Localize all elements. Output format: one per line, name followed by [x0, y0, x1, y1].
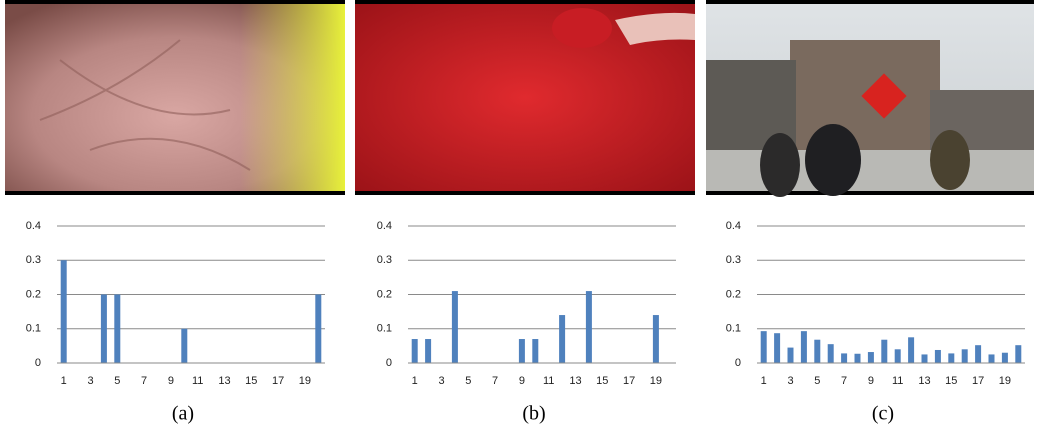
x-tick-label: 15 — [245, 375, 257, 387]
x-tick-label: 7 — [492, 375, 498, 387]
x-tick-label: 3 — [87, 375, 93, 387]
x-tick-label: 11 — [543, 375, 554, 387]
x-tick-label: 7 — [841, 375, 847, 387]
y-tick-label: 0 — [735, 357, 741, 369]
x-tick-label: 15 — [596, 375, 608, 387]
y-tick-label: 0.3 — [26, 254, 41, 266]
x-tick-label: 17 — [623, 375, 635, 387]
bar — [559, 315, 565, 363]
x-tick-label: 19 — [650, 375, 662, 387]
y-tick-label: 0.4 — [26, 220, 41, 232]
x-tick-label: 1 — [61, 375, 67, 387]
x-tick-label: 13 — [218, 375, 230, 387]
x-tick-label: 11 — [192, 375, 203, 387]
photo-c — [706, 0, 1034, 197]
caption: (a) — [172, 403, 194, 425]
bar — [948, 353, 954, 363]
bar — [425, 339, 431, 363]
x-tick-label: 7 — [141, 375, 147, 387]
bar — [935, 350, 941, 363]
y-tick-label: 0.2 — [377, 288, 392, 300]
x-tick-label: 19 — [999, 375, 1011, 387]
photo-a — [5, 0, 345, 195]
x-tick-label: 19 — [299, 375, 311, 387]
x-tick-label: 1 — [412, 375, 418, 387]
bar — [114, 295, 120, 364]
bar — [788, 348, 794, 363]
bar — [653, 315, 659, 363]
bar — [452, 291, 458, 363]
y-tick-label: 0.1 — [377, 323, 392, 335]
y-tick-label: 0 — [35, 357, 41, 369]
bar — [828, 344, 834, 363]
bar — [761, 331, 767, 363]
caption: (b) — [522, 403, 545, 425]
x-tick-label: 3 — [438, 375, 444, 387]
bar — [1015, 345, 1021, 363]
x-tick-label: 3 — [787, 375, 793, 387]
bar — [774, 333, 780, 363]
y-tick-label: 0.3 — [726, 254, 741, 266]
bar — [315, 295, 321, 364]
y-tick-label: 0.1 — [26, 323, 41, 335]
bar — [989, 354, 995, 363]
bar — [855, 354, 861, 363]
bar — [586, 291, 592, 363]
bar — [895, 349, 901, 363]
x-tick-label: 5 — [114, 375, 120, 387]
bar — [101, 295, 107, 364]
x-tick-label: 13 — [918, 375, 930, 387]
y-tick-label: 0.2 — [726, 288, 741, 300]
y-tick-label: 0 — [386, 357, 392, 369]
x-tick-label: 17 — [272, 375, 284, 387]
bar — [922, 354, 928, 363]
x-tick-label: 15 — [945, 375, 957, 387]
bar — [962, 349, 968, 363]
y-tick-label: 0.3 — [377, 254, 392, 266]
bar — [532, 339, 538, 363]
bar — [412, 339, 418, 363]
y-tick-label: 0.2 — [26, 288, 41, 300]
chart: 00.10.20.30.4135791113151719(a)00.10.20.… — [0, 0, 1039, 432]
bar — [975, 345, 981, 363]
bar — [519, 339, 525, 363]
x-tick-label: 5 — [465, 375, 471, 387]
y-tick-label: 0.1 — [726, 323, 741, 335]
x-tick-label: 11 — [892, 375, 903, 387]
caption: (c) — [872, 403, 894, 425]
bar — [1002, 353, 1008, 363]
x-tick-label: 13 — [569, 375, 581, 387]
x-tick-label: 5 — [814, 375, 820, 387]
x-tick-label: 9 — [519, 375, 525, 387]
x-tick-label: 9 — [168, 375, 174, 387]
bar — [868, 352, 874, 363]
bar — [181, 329, 187, 363]
bar — [814, 340, 820, 363]
x-tick-label: 1 — [761, 375, 767, 387]
photo-b — [355, 0, 695, 195]
y-tick-label: 0.4 — [726, 220, 741, 232]
figure: 00.10.20.30.4135791113151719(a)00.10.20.… — [0, 0, 1039, 432]
x-tick-label: 17 — [972, 375, 984, 387]
bar — [908, 337, 914, 363]
y-tick-label: 0.4 — [377, 220, 392, 232]
bar — [881, 340, 887, 363]
bar — [61, 260, 67, 363]
x-tick-label: 9 — [868, 375, 874, 387]
bar — [841, 353, 847, 363]
bar — [801, 331, 807, 363]
